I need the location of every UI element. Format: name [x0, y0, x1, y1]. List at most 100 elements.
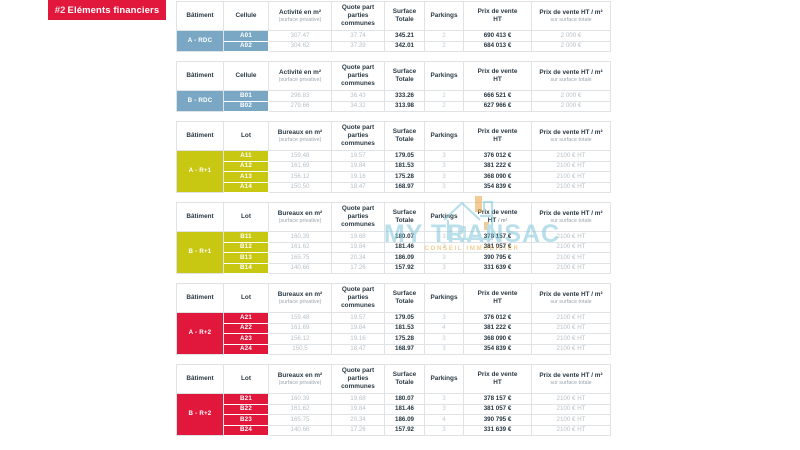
financial-table-a-r1: Bâtiment Lot Bureaux en m² (surface privati…: [176, 121, 611, 193]
area-cell: 161.69: [268, 322, 332, 334]
table-row: B02 279.66 34.32 313.98 2 627 966 €2 000 €: [177, 100, 611, 112]
table-row: A - R+2 A21 159.48 19.57 179.05 3 376 012 €210…: [176, 312, 611, 355]
th-batiment: Bâtiment: [176, 61, 224, 91]
lot-cell: A11: [223, 150, 269, 162]
lot-cell: A14: [223, 181, 269, 193]
quote-part-cell: 36.43: [331, 90, 385, 102]
lot-cell: A21: [223, 312, 269, 324]
price-per-m2-cell: 2 000 €: [531, 90, 611, 102]
table-row: A13 156.12 19.16 175.28 3 368 090 €2100 € HT: [177, 171, 611, 183]
quote-part-cell: 17.26: [331, 262, 385, 274]
table-header-row: Bâtiment Lot Bureaux en m² (surface privati…: [176, 121, 611, 151]
building-label: B - R+1: [176, 231, 224, 274]
th-price: Prix de vente HT: [463, 121, 532, 151]
price-cell: 378 157 €: [463, 231, 532, 243]
area-cell: 279.66: [268, 100, 332, 112]
area-cell: 161.62: [268, 241, 332, 253]
parkings-cell: 2: [424, 30, 464, 42]
th-quote-part: Quote part parties communes: [331, 121, 385, 151]
area-cell: 160.39: [268, 393, 332, 405]
price-cell: 378 157 €: [463, 393, 532, 405]
area-cell: 304.62: [268, 40, 332, 52]
th-batiment: Bâtiment: [176, 202, 224, 232]
price-per-m2-cell: 2100 € HT: [531, 181, 611, 193]
table-header-row: Bâtiment Lot Bureaux en m² (surface privati…: [176, 202, 611, 232]
quote-part-cell: 18.47: [331, 343, 385, 355]
price-per-m2-cell: 2100 € HT: [531, 424, 611, 436]
price-cell: 390 795 €: [463, 252, 532, 264]
price-cell: 381 222 €: [463, 160, 532, 172]
parkings-cell: 2: [424, 100, 464, 112]
lot-cell: B22: [223, 403, 269, 415]
area-cell: 165.75: [268, 252, 332, 264]
surface-totale-cell: 333.26: [384, 90, 425, 102]
building-label: A - R+2: [176, 312, 224, 355]
th-unit: Cellule: [223, 1, 269, 31]
quote-part-cell: 18.47: [331, 181, 385, 193]
surface-totale-cell: 168.97: [384, 343, 425, 355]
th-unit: Lot: [223, 202, 269, 232]
quote-part-cell: 34.32: [331, 100, 385, 112]
price-per-m2-cell: 2100 € HT: [531, 231, 611, 243]
table-row: B12 161.62 19.84 181.46 3 381 057 €2100 € HT: [177, 241, 611, 253]
parkings-cell: 4: [424, 414, 464, 426]
price-cell: 354 839 €: [463, 343, 532, 355]
price-per-m2-cell: 2 000 €: [531, 30, 611, 42]
price-cell: 354 839 €: [463, 181, 532, 193]
parkings-cell: 3: [424, 262, 464, 274]
parkings-cell: 3: [424, 160, 464, 172]
price-cell: 368 090 €: [463, 333, 532, 345]
surface-totale-cell: 186.09: [384, 252, 425, 264]
table-row: A14 150.50 18.47 168.97 3 354 839 €2100 € HT: [177, 181, 611, 193]
price-per-m2-cell: 2100 € HT: [531, 262, 611, 274]
area-cell: 150.50: [268, 181, 332, 193]
surface-totale-cell: 179.05: [384, 150, 425, 162]
lot-cell: A13: [223, 171, 269, 183]
price-cell: 381 222 €: [463, 322, 532, 334]
surface-totale-cell: 181.53: [384, 322, 425, 334]
parkings-cell: 3: [424, 403, 464, 415]
price-per-m2-cell: 2100 € HT: [531, 241, 611, 253]
th-area: Bureaux en m² (surface privative): [268, 283, 332, 313]
th-surface-totale: Surface Totale: [384, 121, 425, 151]
parkings-cell: 3: [424, 333, 464, 345]
price-cell: 627 966 €: [463, 100, 532, 112]
th-price: Prix de vente HT: [463, 1, 532, 31]
th-parkings: Parkings: [424, 61, 464, 91]
quote-part-cell: 19.84: [331, 160, 385, 172]
area-cell: 150.5: [268, 343, 332, 355]
th-parkings: Parkings: [424, 364, 464, 394]
th-price-per-m2: Prix de vente HT / m² sur surface totale: [531, 202, 611, 232]
th-quote-part: Quote part parties communes: [331, 202, 385, 232]
lot-cell: A01: [223, 30, 269, 42]
lot-cell: A23: [223, 333, 269, 345]
area-cell: 159.48: [268, 150, 332, 162]
quote-part-cell: 19.68: [331, 231, 385, 243]
area-cell: 156.12: [268, 171, 332, 183]
price-cell: 381 057 €: [463, 403, 532, 415]
price-cell: 331 639 €: [463, 424, 532, 436]
lot-cell: B11: [223, 231, 269, 243]
lot-cell: A12: [223, 160, 269, 172]
financial-table-b-r2: Bâtiment Lot Bureaux en m² (surface privati…: [176, 364, 611, 436]
quote-part-cell: 19.57: [331, 312, 385, 324]
table-header-row: Bâtiment Lot Bureaux en m² (surface privati…: [176, 364, 611, 394]
price-per-m2-cell: 2100 € HT: [531, 312, 611, 324]
quote-part-cell: 19.84: [331, 322, 385, 334]
building-label: A - R+1: [176, 150, 224, 193]
th-batiment: Bâtiment: [176, 121, 224, 151]
area-cell: 159.48: [268, 312, 332, 324]
quote-part-cell: 37.39: [331, 40, 385, 52]
lot-cell: A02: [223, 40, 269, 52]
price-per-m2-cell: 2100 € HT: [531, 322, 611, 334]
area-cell: 160.39: [268, 231, 332, 243]
th-batiment: Bâtiment: [176, 364, 224, 394]
price-cell: 331 639 €: [463, 262, 532, 274]
area-cell: 140.66: [268, 424, 332, 436]
quote-part-cell: 19.68: [331, 393, 385, 405]
surface-totale-cell: 181.53: [384, 160, 425, 172]
quote-part-cell: 19.16: [331, 333, 385, 345]
th-surface-totale: Surface Totale: [384, 202, 425, 232]
th-area: Bureaux en m² (surface privative): [268, 364, 332, 394]
lot-cell: B02: [223, 100, 269, 112]
